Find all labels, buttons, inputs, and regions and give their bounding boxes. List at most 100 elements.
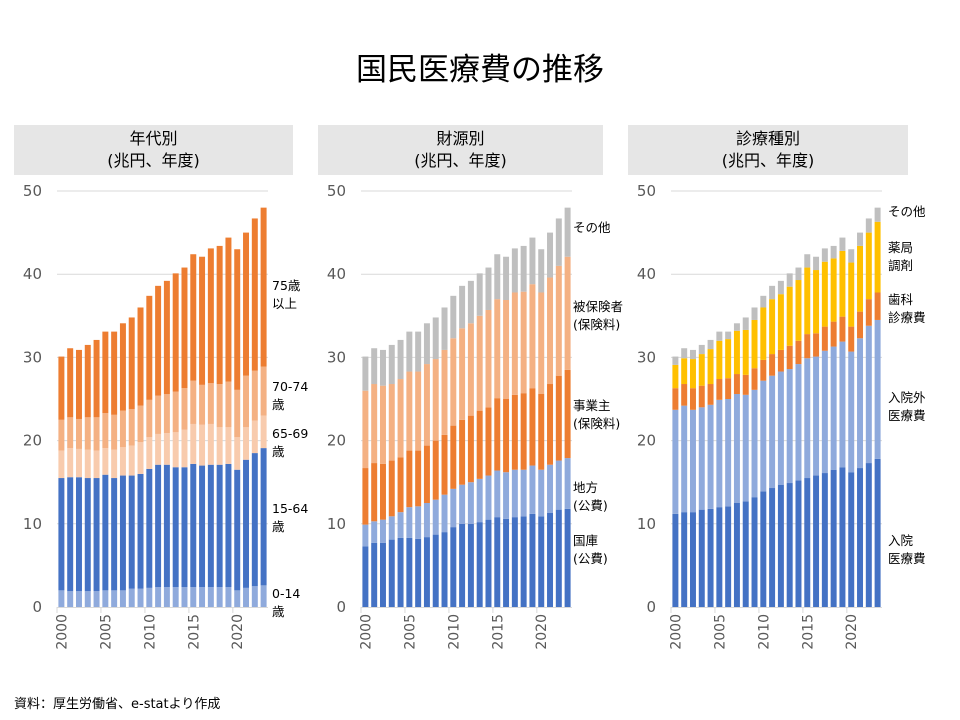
bar-segment xyxy=(441,434,448,495)
bar-segment xyxy=(75,448,82,478)
bar-segment xyxy=(716,379,723,400)
bar-segment xyxy=(865,232,872,300)
bar-segment xyxy=(707,404,714,509)
bar-segment xyxy=(67,417,74,449)
bar-segment xyxy=(260,585,267,607)
bar-segment xyxy=(207,383,214,424)
bar-segment xyxy=(432,534,439,607)
bar-segment xyxy=(494,398,501,471)
bar-segment xyxy=(547,464,554,513)
bar-segment xyxy=(146,468,153,588)
bar-segment xyxy=(564,458,571,509)
bar-segment xyxy=(848,249,855,263)
bar-segment xyxy=(821,326,828,351)
bar-segment xyxy=(874,207,881,222)
bar-segment xyxy=(733,330,740,375)
y-tick-label: 20 xyxy=(23,432,42,450)
bar-segment xyxy=(698,354,705,386)
bar-segment xyxy=(769,354,776,376)
y-tick-label: 30 xyxy=(637,348,656,366)
bar-segment xyxy=(865,218,872,233)
bar-segment xyxy=(795,364,802,481)
x-tick-label: 2000 xyxy=(54,614,70,650)
bar-segment xyxy=(450,295,457,339)
bar-segment xyxy=(137,442,144,474)
bar-segment xyxy=(494,517,501,607)
y-tick-label: 30 xyxy=(327,348,346,366)
bar-segment xyxy=(58,356,65,420)
bar-segment xyxy=(397,379,404,458)
bar-segment xyxy=(155,587,162,607)
bar-segment xyxy=(102,474,109,591)
series-label-employer: 事業主 (保険料) xyxy=(573,398,621,431)
bar-segment xyxy=(848,262,855,327)
bar-segment xyxy=(760,295,767,308)
bar-segment xyxy=(207,248,214,384)
bar-segment xyxy=(725,399,732,507)
bar-segment xyxy=(111,449,118,479)
x-tick-label: 2010 xyxy=(446,614,462,650)
series-label-65-69: 65-69 歳 xyxy=(272,426,309,459)
bar-segment xyxy=(511,292,518,395)
bar-segment xyxy=(751,319,758,369)
bar-segment xyxy=(102,590,109,607)
series-label-75plus: 75歳 以上 xyxy=(272,278,301,311)
x-tick-label: 2020 xyxy=(844,614,860,650)
bar-segment xyxy=(555,265,562,376)
bar-segment xyxy=(751,497,758,607)
bar-segment xyxy=(216,464,223,588)
bar-segment xyxy=(190,254,197,381)
bar-segment xyxy=(423,364,430,446)
bar-segment xyxy=(102,448,109,475)
bar-segment xyxy=(216,384,223,428)
bar-segment xyxy=(813,333,820,357)
bar-segment xyxy=(511,469,518,518)
bar-segment xyxy=(371,542,378,607)
series-label-outpatient: 入院外 医療費 xyxy=(888,390,926,423)
bar-segment xyxy=(839,341,846,468)
bar-segment xyxy=(155,433,162,465)
bar-segment xyxy=(520,291,527,394)
y-tick-label: 20 xyxy=(327,432,346,450)
bar-segment xyxy=(786,369,793,484)
bar-segment xyxy=(529,388,536,466)
bar-segment xyxy=(234,469,241,591)
y-tick-label: 50 xyxy=(23,182,42,200)
bar-segment xyxy=(58,419,65,451)
bar-segment xyxy=(225,587,232,607)
bar-segment xyxy=(172,432,179,468)
bar-segment xyxy=(564,508,571,607)
series-label-inpatient: 入院 医療費 xyxy=(888,533,926,566)
x-tick-label: 2015 xyxy=(490,614,506,650)
series-label-70-74: 70-74 歳 xyxy=(272,379,309,412)
bar-segment xyxy=(698,344,705,355)
bar-segment xyxy=(93,339,100,418)
bar-segment xyxy=(58,590,65,607)
bar-segment xyxy=(503,299,510,399)
bar-segment xyxy=(467,482,474,524)
bar-segment xyxy=(839,467,846,607)
bar-segment xyxy=(813,256,820,271)
y-tick-label: 40 xyxy=(23,265,42,283)
bar-segment xyxy=(260,448,267,586)
panel-title-age: 年代別 (兆円、年度) xyxy=(14,125,293,175)
bar-segment xyxy=(681,512,688,607)
bar-segment xyxy=(672,356,679,365)
series-label-other-source: その他 xyxy=(573,220,611,235)
bar-segment xyxy=(865,299,872,326)
bar-segment xyxy=(432,317,439,360)
bar-segment xyxy=(388,516,395,540)
bar-segment xyxy=(441,494,448,533)
bar-segment xyxy=(172,273,179,392)
bar-segment xyxy=(485,267,492,310)
bar-segment xyxy=(441,532,448,607)
bar-segment xyxy=(804,358,811,479)
bar-segment xyxy=(155,464,162,588)
bar-segment xyxy=(716,399,723,508)
bar-segment xyxy=(199,465,206,588)
bar-segment xyxy=(733,394,740,503)
bar-segment xyxy=(93,450,100,479)
bar-segment xyxy=(769,488,776,607)
bar-segment xyxy=(181,267,188,389)
bar-segment xyxy=(111,414,118,450)
